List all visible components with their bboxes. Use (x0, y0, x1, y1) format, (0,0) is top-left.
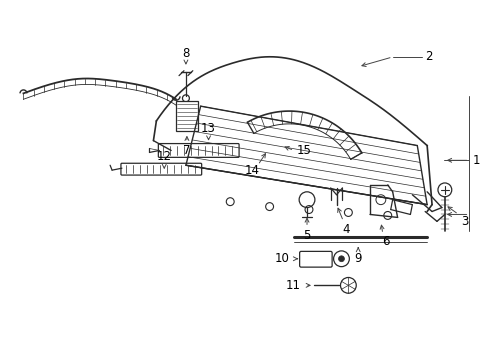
Text: 15: 15 (296, 144, 311, 157)
Text: 12: 12 (157, 150, 171, 163)
FancyBboxPatch shape (121, 163, 201, 175)
Text: 1: 1 (471, 154, 479, 167)
Text: 10: 10 (274, 252, 289, 265)
Text: 9: 9 (354, 252, 361, 265)
FancyBboxPatch shape (158, 144, 239, 157)
FancyBboxPatch shape (299, 251, 331, 267)
Text: 4: 4 (342, 223, 349, 236)
Text: 8: 8 (182, 48, 189, 60)
Circle shape (338, 256, 344, 262)
Text: 2: 2 (425, 50, 432, 63)
Text: 6: 6 (381, 235, 389, 248)
Text: 5: 5 (303, 229, 310, 242)
Text: 3: 3 (460, 215, 468, 228)
Text: 14: 14 (244, 164, 259, 177)
Text: 7: 7 (183, 144, 190, 157)
Text: 11: 11 (285, 279, 300, 292)
Bar (176, 101, 197, 131)
Text: 13: 13 (201, 122, 216, 135)
